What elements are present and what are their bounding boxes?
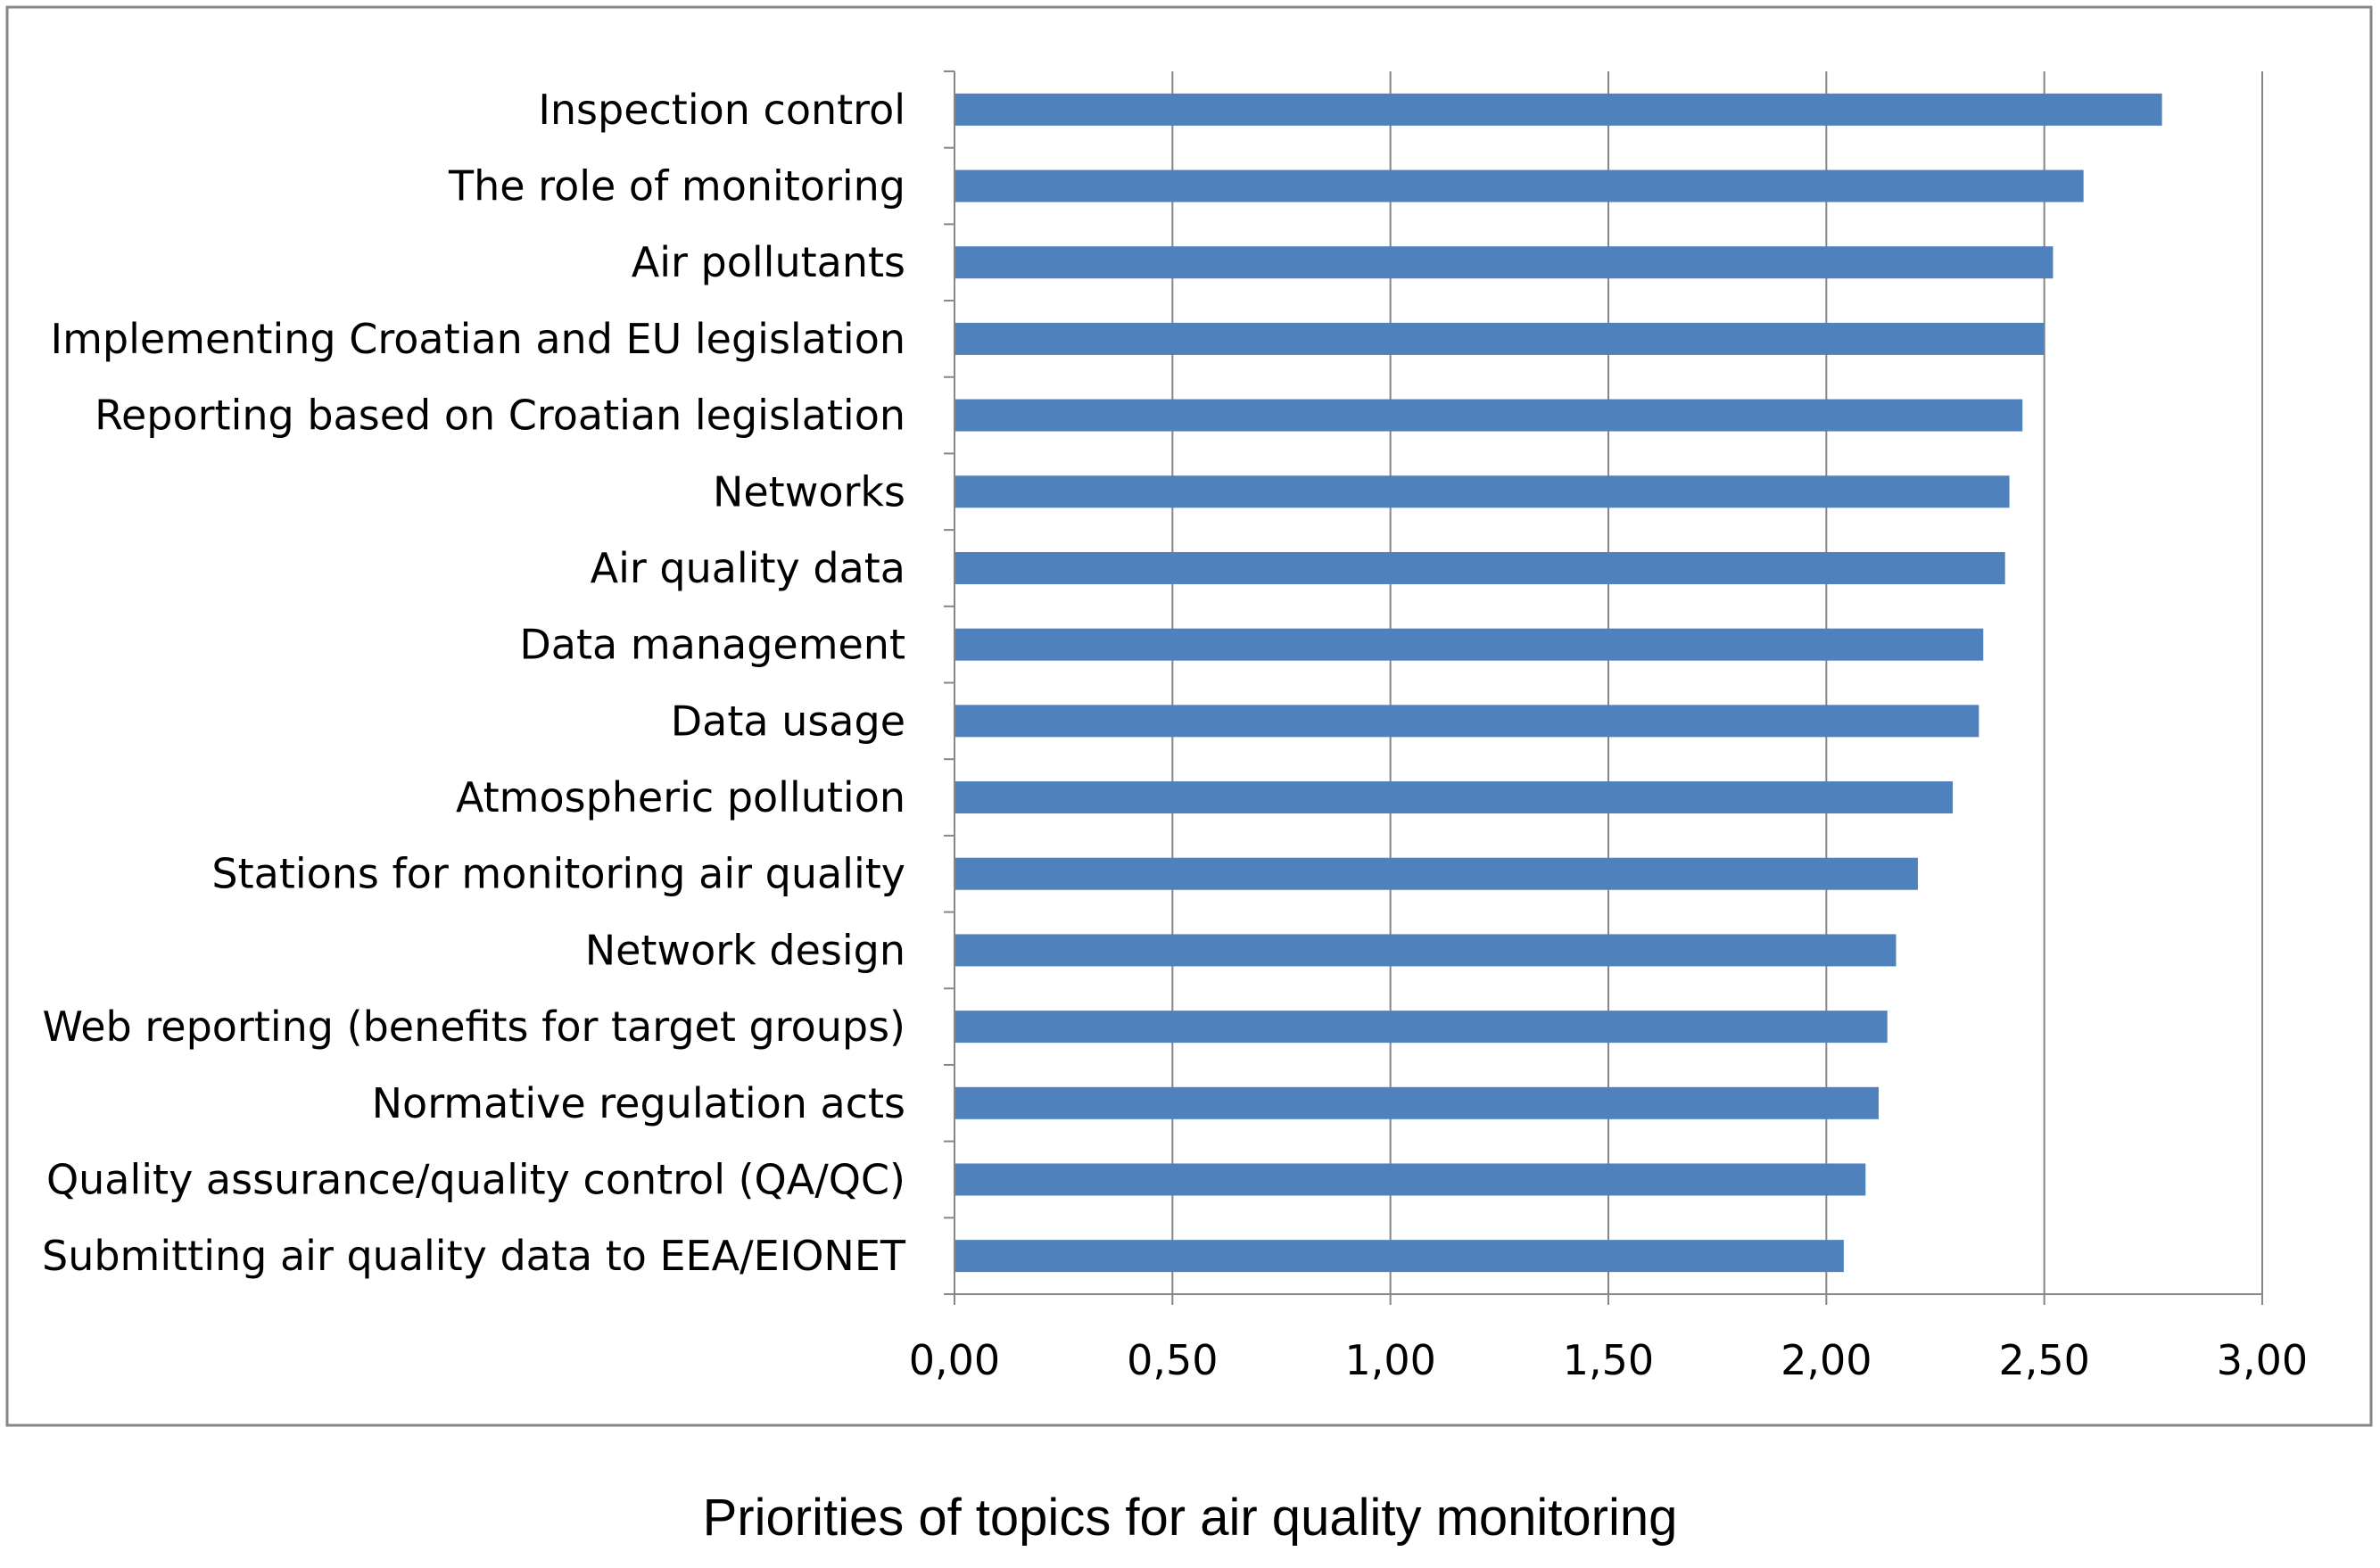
x-tick-label: 1,50: [1563, 1336, 1654, 1384]
axes: [944, 70, 2263, 1305]
chart-caption: Priorities of topics for air quality mon…: [702, 1489, 1678, 1547]
x-tick-label: 0,50: [1127, 1336, 1218, 1384]
category-label: The role of monitoring: [448, 162, 905, 210]
category-label: Air quality data: [591, 544, 905, 592]
category-label: Quality assurance/quality control (QA/QC…: [46, 1155, 905, 1203]
category-label: Data usage: [671, 697, 905, 745]
x-tick-label: 3,00: [2217, 1336, 2308, 1384]
bar: [954, 1163, 1866, 1196]
bar: [954, 705, 1979, 738]
category-label: Reporting based on Croatian legislation: [95, 392, 905, 440]
bar: [954, 1086, 1879, 1119]
bars: [954, 93, 2162, 1273]
bar: [954, 399, 2023, 432]
tick-labels: 0,00 0,50 1,00 1,50 2,00 2,50 3,00: [909, 1336, 2308, 1384]
bar: [954, 1011, 1888, 1044]
category-label: Networks: [713, 467, 905, 516]
bar: [954, 628, 1984, 661]
category-labels: Inspection control The role of monitoring…: [42, 86, 906, 1280]
category-label: Implementing Croatian and EU legislation: [51, 315, 905, 363]
bar: [954, 169, 2084, 202]
x-tick-label: 2,00: [1781, 1336, 1872, 1384]
category-label: Web reporting (benefits for target group…: [42, 1003, 905, 1051]
category-label: Submitting air quality data to EEA/EIONE…: [42, 1232, 906, 1280]
bar: [954, 551, 2005, 584]
category-label: Network design: [585, 926, 905, 974]
bar: [954, 93, 2162, 126]
bar: [954, 475, 2010, 508]
x-tick-label: 2,50: [1998, 1336, 2089, 1384]
x-tick-label: 0,00: [909, 1336, 1000, 1384]
bar: [954, 1240, 1844, 1273]
bar: [954, 857, 1918, 890]
bar: [954, 781, 1954, 814]
bar: [954, 246, 2054, 279]
category-label: Stations for monitoring air quality: [211, 850, 905, 898]
category-label: Normative regulation acts: [372, 1079, 905, 1127]
category-label: Air pollutants: [632, 238, 905, 286]
bar: [954, 934, 1897, 967]
category-label: Inspection control: [538, 86, 905, 134]
category-label: Atmospheric pollution: [456, 773, 905, 821]
category-label: Data management: [519, 621, 905, 669]
x-tick-label: 1,00: [1344, 1336, 1435, 1384]
bar: [954, 322, 2045, 355]
